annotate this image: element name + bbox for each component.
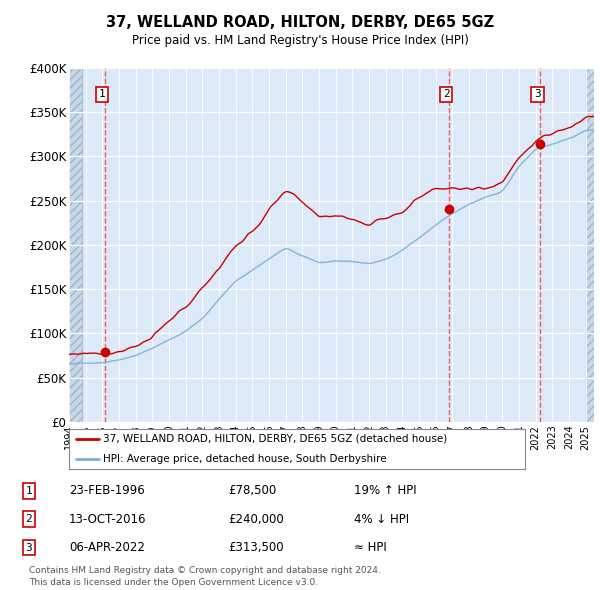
Polygon shape bbox=[586, 68, 594, 422]
Text: £240,000: £240,000 bbox=[228, 513, 284, 526]
Text: 3: 3 bbox=[534, 90, 541, 99]
Text: Contains HM Land Registry data © Crown copyright and database right 2024.
This d: Contains HM Land Registry data © Crown c… bbox=[29, 566, 380, 587]
Text: 2: 2 bbox=[443, 90, 450, 99]
Text: 1: 1 bbox=[99, 90, 106, 99]
Text: £313,500: £313,500 bbox=[228, 541, 284, 554]
Text: Price paid vs. HM Land Registry's House Price Index (HPI): Price paid vs. HM Land Registry's House … bbox=[131, 34, 469, 47]
Text: 13-OCT-2016: 13-OCT-2016 bbox=[69, 513, 146, 526]
Text: ≈ HPI: ≈ HPI bbox=[354, 541, 387, 554]
Polygon shape bbox=[69, 68, 82, 422]
Text: 2: 2 bbox=[25, 514, 32, 524]
Text: HPI: Average price, detached house, South Derbyshire: HPI: Average price, detached house, Sout… bbox=[103, 454, 387, 464]
Text: 1: 1 bbox=[25, 486, 32, 496]
Text: 37, WELLAND ROAD, HILTON, DERBY, DE65 5GZ (detached house): 37, WELLAND ROAD, HILTON, DERBY, DE65 5G… bbox=[103, 434, 448, 444]
Text: 19% ↑ HPI: 19% ↑ HPI bbox=[354, 484, 416, 497]
Text: 3: 3 bbox=[25, 543, 32, 552]
Text: 23-FEB-1996: 23-FEB-1996 bbox=[69, 484, 145, 497]
Text: 06-APR-2022: 06-APR-2022 bbox=[69, 541, 145, 554]
Text: 4% ↓ HPI: 4% ↓ HPI bbox=[354, 513, 409, 526]
Text: £78,500: £78,500 bbox=[228, 484, 276, 497]
Text: 37, WELLAND ROAD, HILTON, DERBY, DE65 5GZ: 37, WELLAND ROAD, HILTON, DERBY, DE65 5G… bbox=[106, 15, 494, 30]
